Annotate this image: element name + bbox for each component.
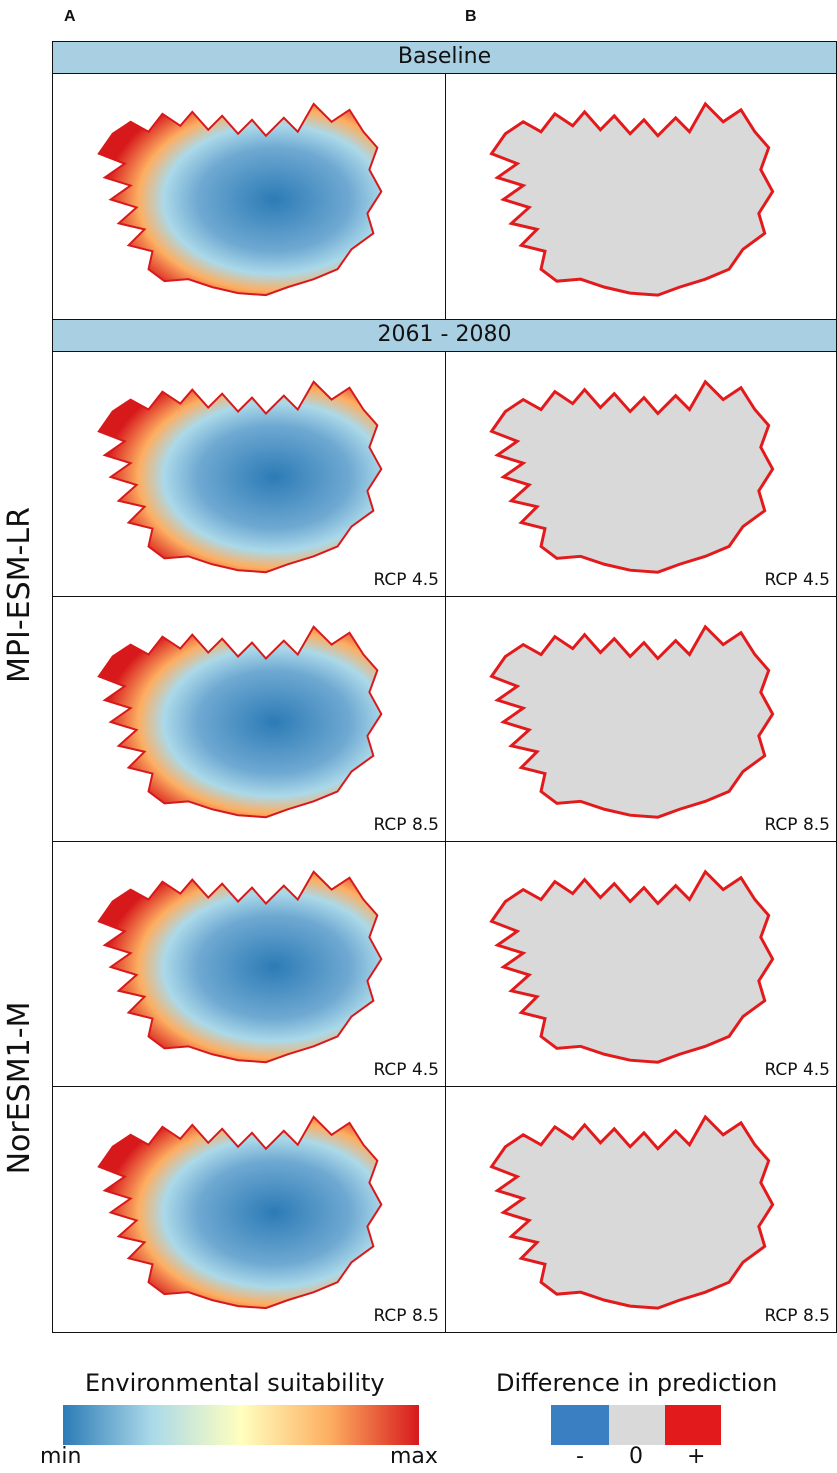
row-label-noresm1-m: NorESM1-M (2, 1001, 37, 1175)
difference-map-graphic (489, 1114, 775, 1310)
map-difference-noresm-rcp45: RCP 4.5 (445, 841, 837, 1087)
future-band: 2061 - 2080 (52, 319, 837, 352)
legend-difference-title: Difference in prediction (496, 1369, 778, 1397)
row-label-mpi-esm-lr: MPI-ESM-LR (2, 507, 37, 683)
suitability-map-graphic (97, 625, 383, 819)
legend-suitability-colorbar (63, 1405, 419, 1445)
difference-map-graphic (489, 101, 775, 297)
map-difference-baseline (445, 73, 837, 320)
scenario-label: RCP 4.5 (764, 570, 830, 590)
map-suitability-noresm-rcp45: RCP 4.5 (52, 841, 446, 1087)
map-suitability-baseline (52, 73, 446, 320)
legend-difference-tick-positive: + (687, 1444, 706, 1469)
map-difference-mpi-rcp45: RCP 4.5 (445, 351, 837, 597)
map-difference-mpi-rcp85: RCP 8.5 (445, 596, 837, 842)
scenario-label: RCP 4.5 (373, 570, 439, 590)
map-suitability-mpi-rcp85: RCP 8.5 (52, 596, 446, 842)
legend-difference-swatch-positive (665, 1405, 721, 1445)
map-suitability-mpi-rcp45: RCP 4.5 (52, 351, 446, 597)
map-difference-noresm-rcp85: RCP 8.5 (445, 1086, 837, 1333)
legend-suitability-title: Environmental suitability (85, 1369, 385, 1397)
baseline-band: Baseline (52, 41, 837, 74)
legend-suitability-max: max (390, 1444, 438, 1469)
legend-difference-tick-negative: - (576, 1444, 584, 1469)
scenario-label: RCP 8.5 (373, 815, 439, 835)
map-suitability-noresm-rcp85: RCP 8.5 (52, 1086, 446, 1333)
column-label-b: B (465, 8, 477, 25)
baseline-label: Baseline (397, 44, 492, 69)
suitability-map-graphic (97, 380, 383, 574)
difference-map-graphic (489, 379, 775, 574)
legend-difference-swatch-negative (551, 1405, 609, 1445)
scenario-label: RCP 4.5 (764, 1060, 830, 1080)
column-label-a: A (64, 8, 76, 25)
suitability-map-graphic (97, 102, 383, 297)
legend-difference-swatch-zero (609, 1405, 665, 1445)
future-period-label: 2061 - 2080 (377, 322, 512, 347)
scenario-label: RCP 8.5 (764, 815, 830, 835)
legend-suitability-min: min (40, 1444, 82, 1469)
scenario-label: RCP 4.5 (373, 1060, 439, 1080)
scenario-label: RCP 8.5 (764, 1306, 830, 1326)
difference-map-graphic (489, 869, 775, 1064)
suitability-map-graphic (97, 1115, 383, 1310)
suitability-map-graphic (97, 870, 383, 1064)
scenario-label: RCP 8.5 (373, 1306, 439, 1326)
legend-difference-tick-zero: 0 (629, 1444, 643, 1469)
difference-map-graphic (489, 624, 775, 819)
